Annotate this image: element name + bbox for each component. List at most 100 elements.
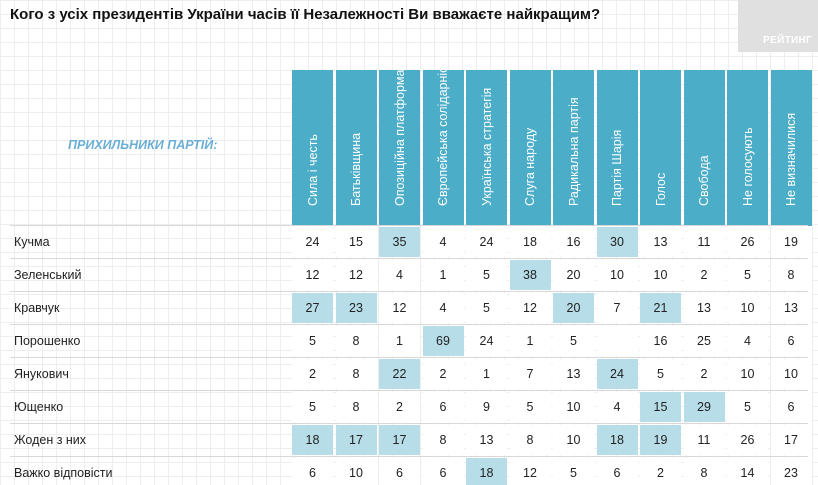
- table-cell: 12: [379, 293, 420, 323]
- table-cell: 21: [640, 293, 681, 323]
- table-cell: 10: [553, 425, 594, 455]
- table-cell: 23: [770, 458, 812, 485]
- table-cell: 13: [553, 359, 594, 389]
- table-cell: 30: [596, 227, 638, 257]
- table-cell: 5: [509, 392, 551, 422]
- column-header-label: Голос: [653, 172, 668, 206]
- table-cell: 8: [770, 260, 812, 290]
- table-cell: 8: [683, 458, 725, 485]
- column-header: Голос: [640, 70, 681, 226]
- column-header: Не голосують: [727, 70, 768, 226]
- table-cell: 16: [640, 326, 681, 356]
- table-cell: 10: [727, 359, 768, 389]
- table-cell: 8: [422, 425, 464, 455]
- row-divider: [10, 423, 808, 424]
- page-title: Кого з усіх президентів України часів її…: [10, 6, 601, 23]
- table-cell: 4: [379, 260, 420, 290]
- row-label: Ющенко: [14, 400, 64, 414]
- table-cell: 2: [683, 260, 725, 290]
- logo-text: РЕЙТИНГ: [763, 35, 812, 46]
- table-cell: 6: [422, 458, 464, 485]
- table-cell: 13: [770, 293, 812, 323]
- table-cell: 24: [596, 359, 638, 389]
- row-label: Зеленський: [14, 268, 82, 282]
- table-cell: 19: [640, 425, 681, 455]
- table-cell: 13: [683, 293, 725, 323]
- table-cell: 2: [292, 359, 333, 389]
- table-cell: 5: [553, 326, 594, 356]
- column-header: Опозиційна платформа: [379, 70, 420, 226]
- table-cell: 1: [466, 359, 507, 389]
- table-cell: 7: [596, 293, 638, 323]
- table-cell: 13: [466, 425, 507, 455]
- table-cell: 10: [640, 260, 681, 290]
- table-cell: 4: [422, 293, 464, 323]
- table-cell: 10: [335, 458, 377, 485]
- table-cell: 5: [640, 359, 681, 389]
- table-cell: 11: [683, 425, 725, 455]
- table-cell: 26: [727, 227, 768, 257]
- column-header-label: Не голосують: [740, 127, 755, 206]
- table-cell: 17: [335, 425, 377, 455]
- table-cell: 8: [335, 326, 377, 356]
- table-cell: 22: [379, 359, 420, 389]
- row-divider: [10, 324, 808, 325]
- table-cell: 4: [596, 392, 638, 422]
- table-cell: 7: [509, 359, 551, 389]
- column-header-label: Українська стратегія: [479, 87, 494, 206]
- row-label: Порошенко: [14, 334, 81, 348]
- table-cell: 15: [640, 392, 681, 422]
- table-cell: 5: [553, 458, 594, 485]
- column-header: Європейська солідарність: [422, 54, 464, 226]
- table-cell: 6: [422, 392, 464, 422]
- table-cell: 24: [466, 326, 507, 356]
- table-cell: 2: [640, 458, 681, 485]
- row-label: Янукович: [14, 367, 69, 381]
- table-cell: 8: [509, 425, 551, 455]
- table-cell: 12: [509, 458, 551, 485]
- table-cell: 14: [727, 458, 768, 485]
- column-header-label: Опозиційна платформа: [392, 69, 407, 206]
- table-cell: 18: [596, 425, 638, 455]
- row-divider: [10, 390, 808, 391]
- table-cell: 24: [466, 227, 507, 257]
- table-cell: 4: [727, 326, 768, 356]
- table-cell: 69: [422, 326, 464, 356]
- table-cell: 20: [553, 293, 594, 323]
- table-cell: 25: [683, 326, 725, 356]
- table-cell: 8: [335, 359, 377, 389]
- table-cell: 27: [292, 293, 333, 323]
- row-label: Жоден з них: [14, 433, 87, 447]
- row-divider: [10, 357, 808, 358]
- column-header: Слуга народу: [509, 70, 551, 226]
- table-cell: 18: [509, 227, 551, 257]
- table-cell: [596, 326, 638, 356]
- table-cell: 9: [466, 392, 507, 422]
- table-cell: 5: [466, 293, 507, 323]
- row-divider: [10, 291, 808, 292]
- column-header-label: Радикальна партія: [566, 97, 581, 206]
- table-cell: 6: [596, 458, 638, 485]
- column-header-label: Європейська солідарність: [436, 54, 450, 206]
- table-cell: 12: [292, 260, 333, 290]
- table-cell: 24: [292, 227, 333, 257]
- table-cell: 38: [509, 260, 551, 290]
- table-cell: 11: [683, 227, 725, 257]
- column-header: Українська стратегія: [466, 70, 507, 226]
- row-label: Кучма: [14, 235, 50, 249]
- column-header: Свобода: [683, 70, 725, 226]
- rating-logo: РЕЙТИНГ: [738, 0, 818, 52]
- table-cell: 18: [292, 425, 333, 455]
- row-label: Кравчук: [14, 301, 60, 315]
- table-cell: 12: [509, 293, 551, 323]
- table-cell: 2: [683, 359, 725, 389]
- table-cell: 4: [422, 227, 464, 257]
- column-header-label: Батьківщина: [349, 132, 363, 206]
- table-cell: 35: [379, 227, 420, 257]
- column-header-label: Сила і честь: [305, 134, 320, 206]
- table-cell: 5: [727, 260, 768, 290]
- table-cell: 10: [596, 260, 638, 290]
- table-cell: 6: [292, 458, 333, 485]
- table-cell: 5: [292, 326, 333, 356]
- row-divider: [10, 225, 808, 226]
